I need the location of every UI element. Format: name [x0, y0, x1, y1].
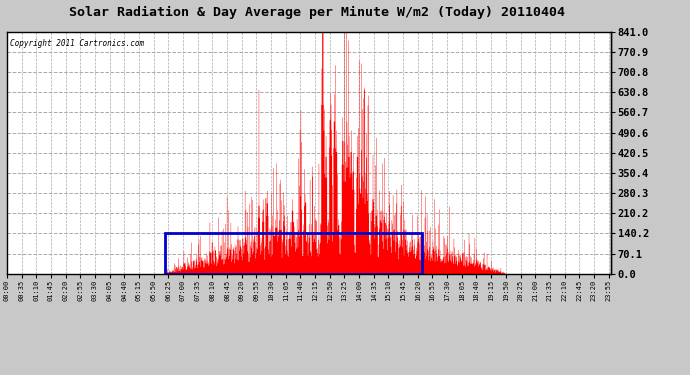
Text: Solar Radiation & Day Average per Minute W/m2 (Today) 20110404: Solar Radiation & Day Average per Minute… [70, 6, 565, 19]
Text: Copyright 2011 Cartronics.com: Copyright 2011 Cartronics.com [10, 39, 144, 48]
Bar [166, 233, 422, 274]
